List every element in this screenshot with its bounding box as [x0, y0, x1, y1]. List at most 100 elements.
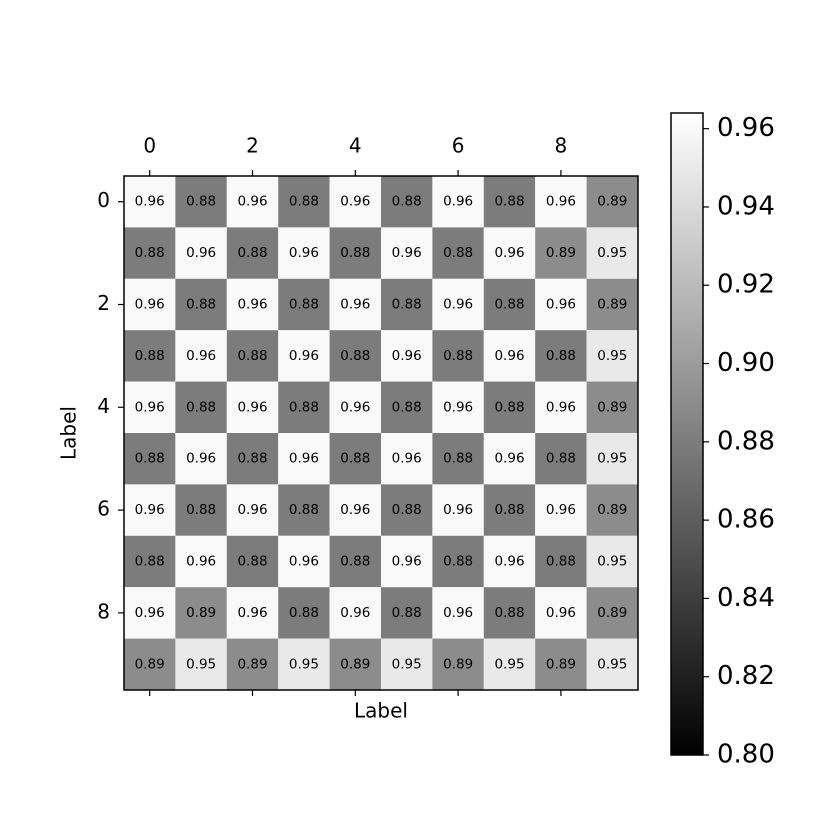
heatmap-cell: [586, 227, 638, 279]
heatmap-cell: [535, 535, 587, 588]
cell-label: 0.95: [597, 656, 627, 672]
cell-label: 0.96: [494, 348, 524, 364]
cell-label: 0.95: [289, 656, 319, 672]
heatmap-cell: [175, 381, 227, 433]
cell-label: 0.88: [392, 297, 422, 313]
heatmap-cell: [226, 381, 279, 433]
cell-label: 0.96: [546, 502, 576, 518]
cell-label: 0.88: [494, 605, 524, 621]
heatmap-cell: [586, 433, 638, 485]
cell-label: 0.96: [392, 348, 422, 364]
heatmap-cell: [381, 330, 433, 382]
heatmap-cell: [381, 176, 433, 228]
heatmap-cell: [226, 433, 279, 485]
heatmap-cell: [278, 535, 330, 588]
heatmap-cell: [226, 484, 279, 536]
cell-label: 0.88: [494, 194, 524, 210]
cell-label: 0.96: [186, 554, 216, 570]
y-tick-label: 2: [97, 291, 110, 315]
heatmap-cell: [586, 381, 638, 433]
heatmap-cell: [329, 176, 381, 228]
heatmap-cell: [175, 278, 227, 331]
cell-label: 0.88: [392, 605, 422, 621]
heatmap-cell: [483, 330, 536, 382]
heatmap-cell: [175, 535, 227, 588]
heatmap-cell: [586, 484, 638, 536]
cell-label: 0.96: [135, 297, 165, 313]
heatmap-cell: [278, 638, 330, 690]
heatmap-cell: [586, 176, 638, 228]
heatmap-cell: [381, 587, 433, 639]
heatmap-cell: [381, 433, 433, 485]
cell-label: 0.88: [340, 245, 370, 261]
cell-label: 0.96: [186, 451, 216, 467]
colorbar-tick-label: 0.94: [717, 191, 775, 221]
heatmap-cell: [175, 330, 227, 382]
heatmap-cell: [278, 227, 330, 279]
plot-frame: [123, 175, 639, 691]
heatmap-cell: [329, 535, 381, 588]
heatmap-cell: [483, 535, 536, 588]
cell-label: 0.88: [237, 451, 267, 467]
cell-label: 0.96: [340, 399, 370, 415]
cell-label: 0.95: [392, 656, 422, 672]
y-axis-label: Label: [57, 406, 81, 460]
cell-label: 0.88: [494, 399, 524, 415]
cell-label: 0.88: [392, 502, 422, 518]
x-tick-label: 8: [555, 134, 568, 158]
heatmap-cell: [175, 587, 227, 639]
heatmap-cell: [329, 587, 381, 639]
cell-label: 0.95: [597, 348, 627, 364]
colorbar-tick-label: 0.88: [717, 426, 775, 456]
heatmap-cell: [535, 176, 587, 228]
cell-label: 0.88: [186, 399, 216, 415]
cell-label: 0.89: [186, 605, 216, 621]
heatmap-cell: [124, 330, 176, 382]
heatmap-cell: [124, 227, 176, 279]
cell-label: 0.96: [546, 297, 576, 313]
heatmap-cell: [483, 381, 536, 433]
heatmap-cell: [535, 278, 587, 331]
heatmap-cell: [278, 278, 330, 331]
cell-label: 0.96: [289, 245, 319, 261]
heatmap-cell: [124, 535, 176, 588]
cell-label: 0.88: [237, 348, 267, 364]
heatmap-cell: [124, 638, 176, 690]
cell-label: 0.96: [135, 194, 165, 210]
cell-label: 0.88: [135, 245, 165, 261]
cell-label: 0.88: [340, 554, 370, 570]
colorbar-tick-label: 0.82: [717, 661, 775, 691]
heatmap-cell: [124, 433, 176, 485]
cell-label: 0.88: [546, 451, 576, 467]
colorbar-tick-label: 0.92: [717, 270, 775, 300]
cell-label: 0.88: [135, 348, 165, 364]
cell-label: 0.96: [546, 399, 576, 415]
heatmap-cell: [329, 484, 381, 536]
cell-label: 0.96: [237, 605, 267, 621]
y-tick-label: 0: [97, 188, 110, 212]
cell-label: 0.88: [186, 194, 216, 210]
heatmap-cell: [124, 278, 176, 331]
heatmap-cell: [432, 587, 484, 639]
y-tick-label: 4: [97, 394, 110, 418]
cell-label: 0.88: [443, 554, 473, 570]
heatmap-cell: [124, 484, 176, 536]
cell-label: 0.96: [546, 605, 576, 621]
heatmap-cell: [175, 433, 227, 485]
heatmap-cell: [329, 381, 381, 433]
heatmap-cell: [535, 381, 587, 433]
heatmap-cell: [124, 176, 176, 228]
y-tick-label: 6: [97, 497, 110, 521]
cell-label: 0.88: [546, 348, 576, 364]
heatmap-cell: [226, 176, 279, 228]
cell-label: 0.96: [237, 297, 267, 313]
heatmap-cell: [278, 330, 330, 382]
heatmap-cell: [483, 484, 536, 536]
cell-label: 0.95: [597, 554, 627, 570]
cell-label: 0.96: [186, 348, 216, 364]
heatmap-cell: [432, 638, 484, 690]
cell-label: 0.88: [289, 297, 319, 313]
heatmap-cell: [124, 381, 176, 433]
cell-label: 0.88: [494, 297, 524, 313]
heatmap-cell: [483, 433, 536, 485]
